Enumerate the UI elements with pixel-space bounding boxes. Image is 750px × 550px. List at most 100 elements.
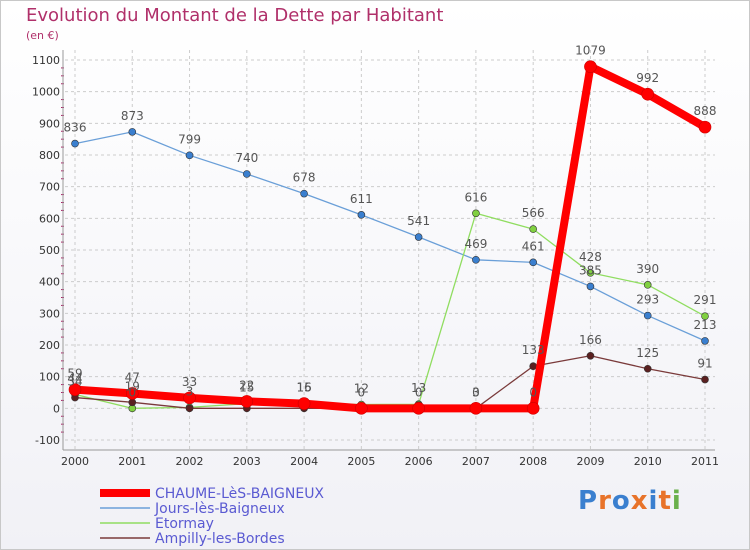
x-tick-label: 2009 (576, 455, 604, 468)
data-label: 0 (358, 385, 366, 399)
data-point (701, 375, 709, 384)
x-tick-label: 2005 (347, 455, 375, 468)
data-label: 616 (464, 190, 487, 204)
data-label: 291 (694, 293, 717, 307)
data-point (125, 387, 139, 400)
data-labels: 59 47 33 22 15 0 0 0 010799928888368737997406786… (64, 44, 717, 400)
x-tick-label: 2000 (61, 455, 89, 468)
data-label: 390 (636, 262, 659, 276)
data-label: 47 (125, 370, 140, 384)
data-label: 12 (354, 382, 369, 396)
data-label: 0 (415, 385, 423, 399)
logo-letter: o (611, 486, 631, 516)
data-label: 678 (293, 171, 316, 185)
y-tick-label: 500 (39, 244, 60, 257)
data-point (529, 225, 537, 233)
legend-label: Etormay (155, 516, 214, 532)
chart-unit: (en €) (26, 29, 59, 42)
chart-title: Evolution du Montant de la Dette par Hab… (26, 5, 444, 26)
data-label: 566 (522, 206, 545, 220)
data-label: 15 (296, 381, 311, 395)
series-line (74, 212, 706, 409)
data-label: 0 (128, 385, 136, 399)
data-label: 44 (67, 371, 82, 385)
data-point (643, 281, 652, 289)
y-tick-label: 600 (39, 212, 60, 225)
data-label: 0 (529, 385, 537, 399)
data-point (586, 282, 595, 291)
x-tick-label: 2004 (290, 455, 318, 468)
data-label: 0 (472, 385, 480, 399)
y-tick-label: 900 (39, 117, 60, 130)
data-point (355, 402, 368, 415)
y-tick-label: 100 (39, 371, 60, 384)
data-point (698, 120, 712, 134)
y-tick-label: -100 (35, 434, 60, 447)
data-label: 15 (239, 381, 254, 395)
proxiti-logo: Proxiti (578, 486, 682, 516)
data-point (701, 312, 709, 320)
data-label: 888 (694, 104, 717, 118)
axes: -100010020030040050060070080090010001100… (32, 50, 719, 468)
x-tick-label: 2008 (519, 455, 547, 468)
data-point (472, 209, 480, 218)
data-point (357, 211, 366, 219)
data-label: 3 (472, 385, 480, 399)
data-label: 611 (350, 192, 373, 206)
grid (65, 50, 715, 450)
data-point (529, 258, 537, 267)
logo-letter: t (658, 486, 672, 516)
x-tick-label: 2001 (118, 455, 146, 468)
data-label: 293 (636, 293, 659, 307)
y-tick-label: 200 (39, 339, 60, 352)
y-tick-label: 1100 (32, 54, 60, 67)
data-label: 125 (636, 346, 659, 360)
data-point (643, 364, 652, 373)
legend: CHAUME-LèS-BAIGNEUXJours-lès-BaigneuxEto… (100, 486, 324, 547)
data-point (469, 402, 483, 415)
data-point (300, 189, 308, 198)
data-label: 1079 (575, 44, 606, 58)
data-label: 13 (411, 381, 426, 395)
data-point (701, 337, 709, 345)
x-tick-label: 2003 (233, 455, 261, 468)
data-label: 992 (636, 71, 659, 85)
data-point (185, 404, 194, 413)
y-tick-label: 1000 (32, 86, 60, 99)
x-tick-label: 2002 (176, 455, 204, 468)
data-label: 873 (121, 109, 144, 123)
logo-letter: P (578, 486, 599, 516)
data-label: 541 (407, 214, 430, 228)
series-line (74, 355, 706, 409)
data-point (414, 233, 423, 241)
data-label: 385 (579, 263, 602, 277)
data-point (529, 362, 537, 371)
logo-letter: r (598, 486, 612, 516)
data-point (128, 398, 137, 407)
data-label: 133 (522, 343, 545, 357)
data-point (183, 391, 196, 405)
data-label: 461 (522, 239, 545, 253)
data-point (641, 87, 655, 101)
data-point (472, 256, 480, 264)
y-tick-label: 300 (39, 307, 60, 320)
data-label: 19 (125, 379, 140, 393)
legend-label: Ampilly-les-Bordes (155, 531, 285, 547)
data-label: 91 (697, 357, 712, 371)
data-label: 59 (67, 367, 82, 381)
y-tick-label: 0 (53, 402, 60, 415)
data-point (71, 139, 79, 148)
data-point (586, 351, 595, 360)
x-tick-label: 2010 (634, 455, 662, 468)
data-point (240, 395, 254, 408)
data-point (584, 60, 597, 73)
data-point (586, 268, 595, 277)
x-tick-label: 2011 (691, 455, 719, 468)
data-label: 22 (239, 378, 254, 392)
data-label: 469 (464, 237, 487, 251)
data-point (243, 170, 251, 178)
data-label: 213 (694, 318, 717, 332)
x-tick-label: 2007 (462, 455, 490, 468)
logo-letter: x (630, 486, 649, 516)
